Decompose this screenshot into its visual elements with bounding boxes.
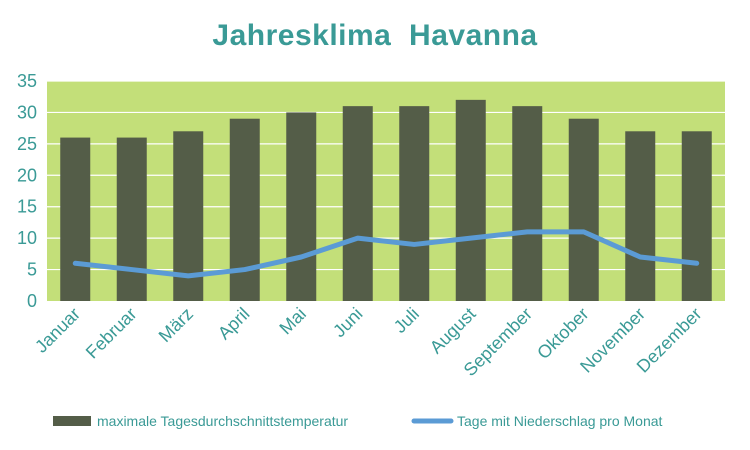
precipitation-line — [72, 229, 700, 279]
x-tick-label: Januar — [31, 304, 84, 357]
bar — [229, 118, 260, 301]
gridlines — [47, 80, 725, 271]
x-tick-label: Juni — [329, 304, 366, 341]
bar — [286, 112, 317, 301]
bar — [625, 131, 656, 301]
x-tick-label: Juli — [390, 304, 423, 337]
x-tick-label: August — [426, 304, 480, 358]
y-tick-label: 15 — [17, 197, 37, 217]
y-tick-label: 0 — [27, 291, 37, 311]
legend-label-precipitation: Tage mit Niederschlag pro Monat — [457, 413, 663, 429]
bar — [60, 137, 91, 301]
x-tick-label: März — [155, 304, 197, 346]
legend-swatch-temperature — [53, 416, 91, 426]
y-tick-label: 25 — [17, 134, 37, 154]
bar — [399, 106, 430, 302]
bar — [512, 106, 543, 302]
chart-title: Jahresklima Havanna — [212, 19, 537, 52]
y-axis: 0 5 10 15 20 25 30 35 — [17, 71, 37, 311]
x-tick-label: Mai — [275, 304, 310, 339]
bar — [116, 137, 147, 301]
x-tick-label: Februar — [82, 304, 141, 363]
y-tick-label: 35 — [17, 71, 37, 91]
bar — [568, 118, 599, 301]
line-series — [72, 229, 700, 279]
legend: maximale Tagesdurchschnittstemperatur Ta… — [53, 413, 663, 429]
plot-area — [47, 81, 725, 301]
y-tick-label: 5 — [27, 260, 37, 280]
y-tick-label: 10 — [17, 228, 37, 248]
legend-label-temperature: maximale Tagesdurchschnittstemperatur — [97, 413, 348, 429]
y-tick-label: 20 — [17, 165, 37, 185]
y-tick-label: 30 — [17, 102, 37, 122]
x-tick-label: April — [214, 304, 254, 344]
bar — [455, 99, 486, 301]
bar — [681, 131, 712, 301]
bar — [342, 106, 373, 302]
